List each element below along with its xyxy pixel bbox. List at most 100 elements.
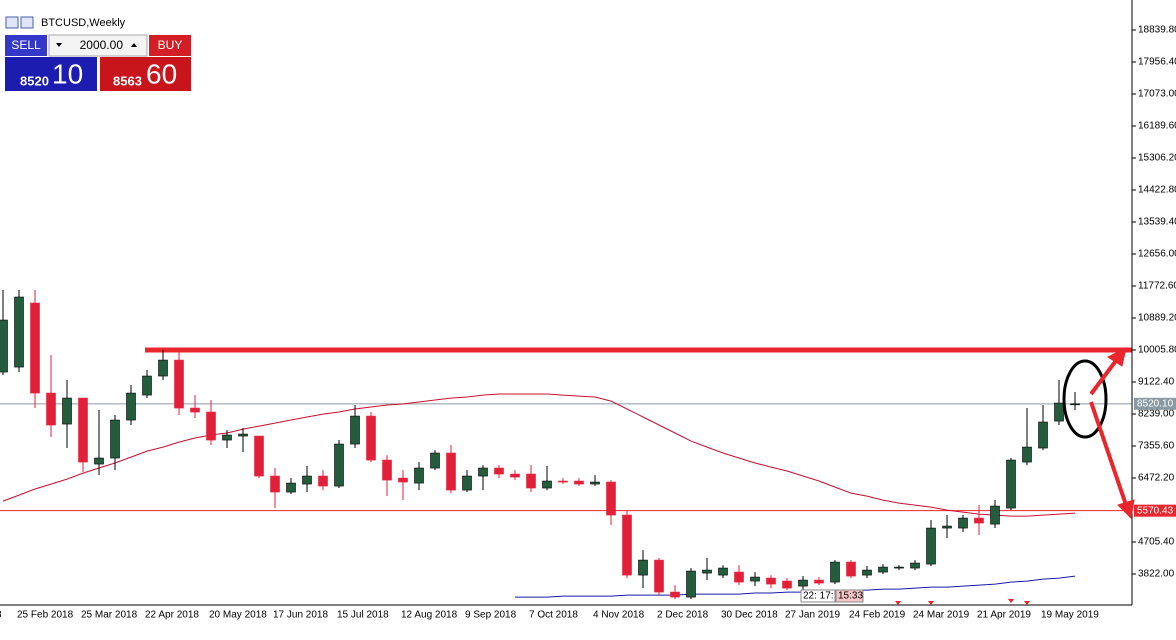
sell-button[interactable] — [5, 35, 47, 56]
candle-body — [126, 392, 136, 421]
fractal-markers — [895, 599, 1030, 605]
plot-area — [0, 290, 1132, 600]
candle-body — [686, 570, 696, 598]
candle-body — [334, 443, 344, 487]
y-tick-label: 13539.40 — [1138, 217, 1176, 228]
candle-body — [318, 475, 328, 487]
candle-body — [286, 482, 296, 493]
candle-body — [558, 480, 568, 483]
arrow-head — [1117, 499, 1135, 520]
sell-price[interactable]: 8520 — [20, 73, 49, 88]
candle-body — [702, 569, 712, 574]
candle-body — [366, 415, 376, 461]
symbol-title: BTCUSD,Weekly — [41, 17, 126, 29]
candle-body — [878, 566, 888, 573]
timer-box — [835, 589, 864, 603]
candle-body — [542, 480, 552, 489]
candle-body — [574, 480, 584, 485]
x-tick-label: 22 Apr 2018 — [145, 610, 199, 621]
sell-label[interactable]: SELL — [11, 38, 41, 52]
candle-body — [1022, 446, 1032, 463]
candle-body — [510, 473, 520, 478]
candle-body — [270, 475, 280, 493]
buy-price-box[interactable] — [100, 57, 191, 91]
candle-body — [1038, 421, 1048, 449]
x-tick-label: 30 Dec 2018 — [721, 610, 778, 621]
x-tick-label: 27 Jan 2019 — [785, 610, 840, 621]
y-tick-label: 17073.00 — [1138, 89, 1176, 100]
candle-body — [798, 579, 808, 587]
volume[interactable]: 2000.00 — [80, 38, 124, 52]
candle-body — [430, 452, 440, 469]
candle-body — [478, 467, 488, 477]
candle-body — [606, 481, 616, 516]
candle-body — [974, 517, 984, 524]
bid-label-box — [1134, 397, 1176, 410]
x-tick-label: 25 Mar 2018 — [81, 610, 138, 621]
candle-body — [926, 527, 936, 565]
y-tick-label: 10005.80 — [1138, 345, 1176, 356]
buy-price[interactable]: 8563 — [113, 73, 142, 88]
y-tick-label: 18839.80 — [1138, 25, 1176, 36]
volume-input[interactable] — [48, 34, 148, 57]
candle-body — [894, 566, 904, 569]
y-tick-label: 16189.60 — [1138, 121, 1176, 132]
candle-body — [830, 561, 840, 583]
y-tick-label: 10889.20 — [1138, 313, 1176, 324]
candle-body — [78, 397, 88, 463]
sell-pips[interactable]: 10 — [52, 58, 83, 89]
candle-body — [382, 459, 392, 481]
candle-body — [238, 433, 248, 437]
y-tick-label: 6472.20 — [1138, 473, 1175, 484]
marker — [1024, 601, 1030, 605]
y-tick-label: 3822.00 — [1138, 569, 1175, 580]
y-tick-label: 17956.40 — [1138, 57, 1176, 68]
y-tick-label: 11772.60 — [1138, 281, 1176, 292]
candle-body — [350, 415, 360, 445]
highlight-ellipse — [1062, 359, 1108, 439]
buy-label[interactable]: BUY — [158, 38, 183, 52]
candle-body — [398, 477, 408, 483]
candle-body — [670, 591, 680, 598]
buy-pips[interactable]: 60 — [146, 58, 177, 89]
spin-up[interactable] — [131, 43, 137, 47]
candle-body — [158, 359, 168, 377]
y-tick-label: 15306.20 — [1138, 153, 1176, 164]
x-tick-label: 19 May 2019 — [1041, 610, 1099, 621]
buy-button[interactable] — [149, 35, 191, 56]
x-tick-label: 20 May 2018 — [209, 610, 267, 621]
x-tick-label: 25 Feb 2018 — [17, 610, 74, 621]
candle-body — [814, 579, 824, 584]
candle-body — [654, 559, 664, 593]
candle-body — [142, 375, 152, 396]
candle-body — [30, 302, 40, 394]
window-icon — [20, 16, 34, 29]
moving-average — [515, 575, 1076, 598]
arrow-down — [1089, 401, 1128, 506]
x-tick-label: 21 Apr 2019 — [977, 610, 1031, 621]
x-tick-label: 8 — [0, 610, 2, 621]
candle-body — [462, 475, 472, 491]
candle-body — [46, 392, 56, 426]
sell-price-box[interactable] — [5, 57, 97, 91]
candle-body — [110, 419, 120, 459]
y-tick-label: 9122.40 — [1138, 377, 1175, 388]
timer-seconds: 15:33 — [838, 591, 863, 602]
candle-body — [94, 457, 104, 465]
marker — [928, 601, 934, 605]
x-tick-label: 7 Oct 2018 — [529, 610, 578, 621]
candle-body — [206, 411, 216, 441]
candle-body — [494, 467, 504, 475]
candle-body — [14, 296, 24, 368]
x-tick-label: 9 Sep 2018 — [465, 610, 517, 621]
candle-body — [862, 569, 872, 576]
candle-body — [446, 452, 456, 491]
candle-body — [734, 571, 744, 583]
x-tick-label: 24 Mar 2019 — [913, 610, 970, 621]
candle-body — [782, 580, 792, 589]
moving-average — [2, 393, 1076, 517]
candle-body — [302, 475, 312, 485]
candle-body — [750, 576, 760, 582]
spin-down[interactable] — [56, 43, 62, 47]
x-tick-label: 15 Jul 2018 — [337, 610, 389, 621]
